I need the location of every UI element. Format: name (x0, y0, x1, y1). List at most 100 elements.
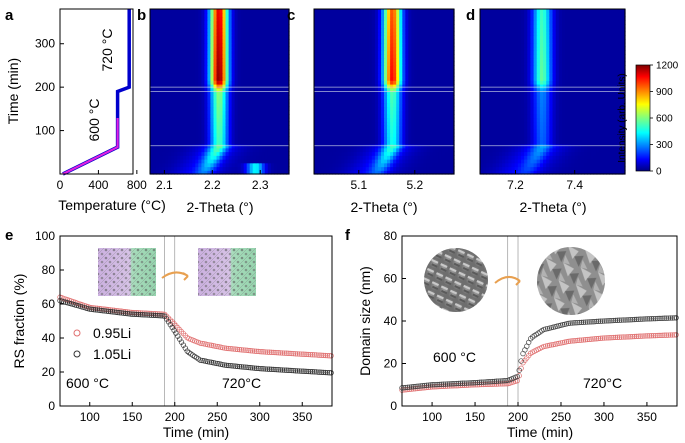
panel-c-heat-cell (417, 166, 422, 171)
panel-b-heat-cell (219, 20, 224, 25)
panel-b-heat-cell (162, 91, 166, 96)
panel-c-heat-cell (347, 42, 352, 48)
panel-c-heat-cell (429, 84, 434, 89)
panel-c-heat-cell (359, 140, 364, 145)
panel-b-heat-cell (198, 61, 202, 66)
panel-b-heat-cell (198, 140, 202, 145)
panel-d-heat-cell (568, 144, 573, 149)
panel-d-heat-cell (593, 159, 598, 164)
panel-d-heat-cell (621, 106, 626, 111)
panel-b-heat-cell (204, 42, 208, 48)
panel-d-heat-cell (609, 136, 613, 141)
panel-b-heat-cell (192, 147, 196, 153)
panel-b-heat-cell (168, 31, 172, 36)
panel-c-heat-cell (429, 76, 434, 81)
panel-d-heat-cell (480, 125, 484, 130)
panel-c-heat-cell (323, 61, 327, 66)
panel-b-heat-cell (276, 106, 281, 111)
panel-b-heat-cell (219, 12, 224, 18)
panel-c-heat-cell (399, 35, 403, 40)
panel-d-heat-cell (599, 162, 604, 168)
panel-c-heat-cell (447, 106, 452, 111)
panel-d-heat-cell (514, 162, 519, 168)
panel-b-heat-cell (276, 121, 281, 126)
panel-b-heat-cell (237, 72, 242, 78)
panel-c-heat-cell (429, 12, 434, 18)
panel-b-heat-cell (237, 106, 242, 111)
panel-d-heat-cell (580, 155, 585, 160)
panel-b-heat-cell (207, 91, 211, 96)
panel-b-heat-cell (150, 16, 154, 21)
panel-b-heat-cell (222, 95, 227, 100)
panel-c-heat-cell (362, 9, 367, 14)
panel-d-heat-cell (486, 114, 491, 119)
panel-c-heat-cell (417, 110, 422, 115)
panel-c-heat-cell (405, 80, 409, 85)
panel-b-heat-cell (249, 72, 254, 78)
panel-c-heat-cell (435, 80, 440, 85)
panel-c-heat-cell (423, 106, 428, 111)
panel-b-heat-cell (201, 140, 205, 145)
panel-b-heat-cell (156, 35, 160, 40)
panel-b-heat-cell (198, 110, 202, 115)
panel-b-heat-cell (156, 31, 160, 36)
panel-b-heat-cell (286, 155, 290, 160)
panel-c-heat-cell (329, 91, 333, 96)
panel-b-heat-cell (237, 87, 242, 93)
panel-c-heat-cell (320, 110, 324, 115)
panel-b-heat-cell (213, 166, 218, 171)
panel-c-heat-cell (350, 151, 355, 156)
panel-d-heat-cell (562, 121, 566, 126)
panel-d-heat-cell (483, 129, 487, 134)
panel-b-heat-cell (219, 155, 224, 160)
panel-c-heat-cell (399, 57, 403, 63)
panel-d-heat-cell (574, 129, 579, 134)
panel-b-heat-cell (225, 91, 230, 96)
panel-c-heat-cell (356, 155, 361, 160)
panel-b-heat-cell (183, 91, 187, 96)
panel-d-heat-cell (533, 170, 538, 175)
panel-c-heat-cell (359, 46, 364, 51)
panel-d-heat-cell (536, 132, 541, 138)
panel-c-heat-cell (353, 16, 358, 21)
panel-d-heat-cell (621, 166, 626, 171)
panel-c-heat-cell (356, 80, 361, 85)
panel-c-heat-cell (332, 16, 336, 21)
panel-d-heat-cell (511, 110, 516, 115)
panel-b-heat-cell (231, 95, 236, 100)
panel-d-heat-cell (530, 106, 535, 111)
panel-c-heat-cell (359, 147, 364, 153)
panel-b-heat-cell (231, 162, 236, 168)
panel-b-heat-cell (240, 151, 245, 156)
panel-d-heat-cell (574, 140, 579, 145)
panel-b-heat-cell (237, 61, 242, 66)
panel-b-heat-cell (264, 42, 269, 48)
panel-b-heat-cell (192, 54, 196, 59)
panel-b-heat-cell (258, 162, 263, 168)
panel-c-heat-cell (323, 35, 327, 40)
panel-c-heat-cell (317, 151, 321, 156)
panel-b-heat-cell (159, 144, 163, 149)
panel-c-heat-cell (314, 140, 318, 145)
panel-b-heat-cell (180, 102, 184, 108)
panel-c-heat-cell (405, 76, 409, 81)
panel-c-heat-cell (387, 69, 391, 74)
panel-c-heat-cell (332, 50, 336, 55)
panel-d-heat-cell (495, 117, 500, 123)
panel-b-heat-cell (174, 57, 178, 63)
panel-c-heat-cell (399, 140, 403, 145)
panel-b-heat-cell (225, 31, 230, 36)
panel-c-heat-cell (368, 144, 373, 149)
panel-c-heat-cell (414, 162, 418, 168)
panel-c-heat-cell (332, 162, 336, 168)
panel-c-heat-cell (420, 140, 425, 145)
panel-c-heat-cell (326, 132, 330, 138)
panel-c-heat-cell (432, 9, 437, 14)
panel-d-heat-cell (533, 155, 538, 160)
panel-b-heat-cell (177, 50, 181, 55)
panel-c-heat-cell (317, 54, 321, 59)
panel-c-heat-cell (426, 102, 431, 108)
panel-c-heat-cell (444, 99, 449, 104)
panel-b-heat-cell (198, 87, 202, 93)
panel-c-heat-cell (356, 91, 361, 96)
